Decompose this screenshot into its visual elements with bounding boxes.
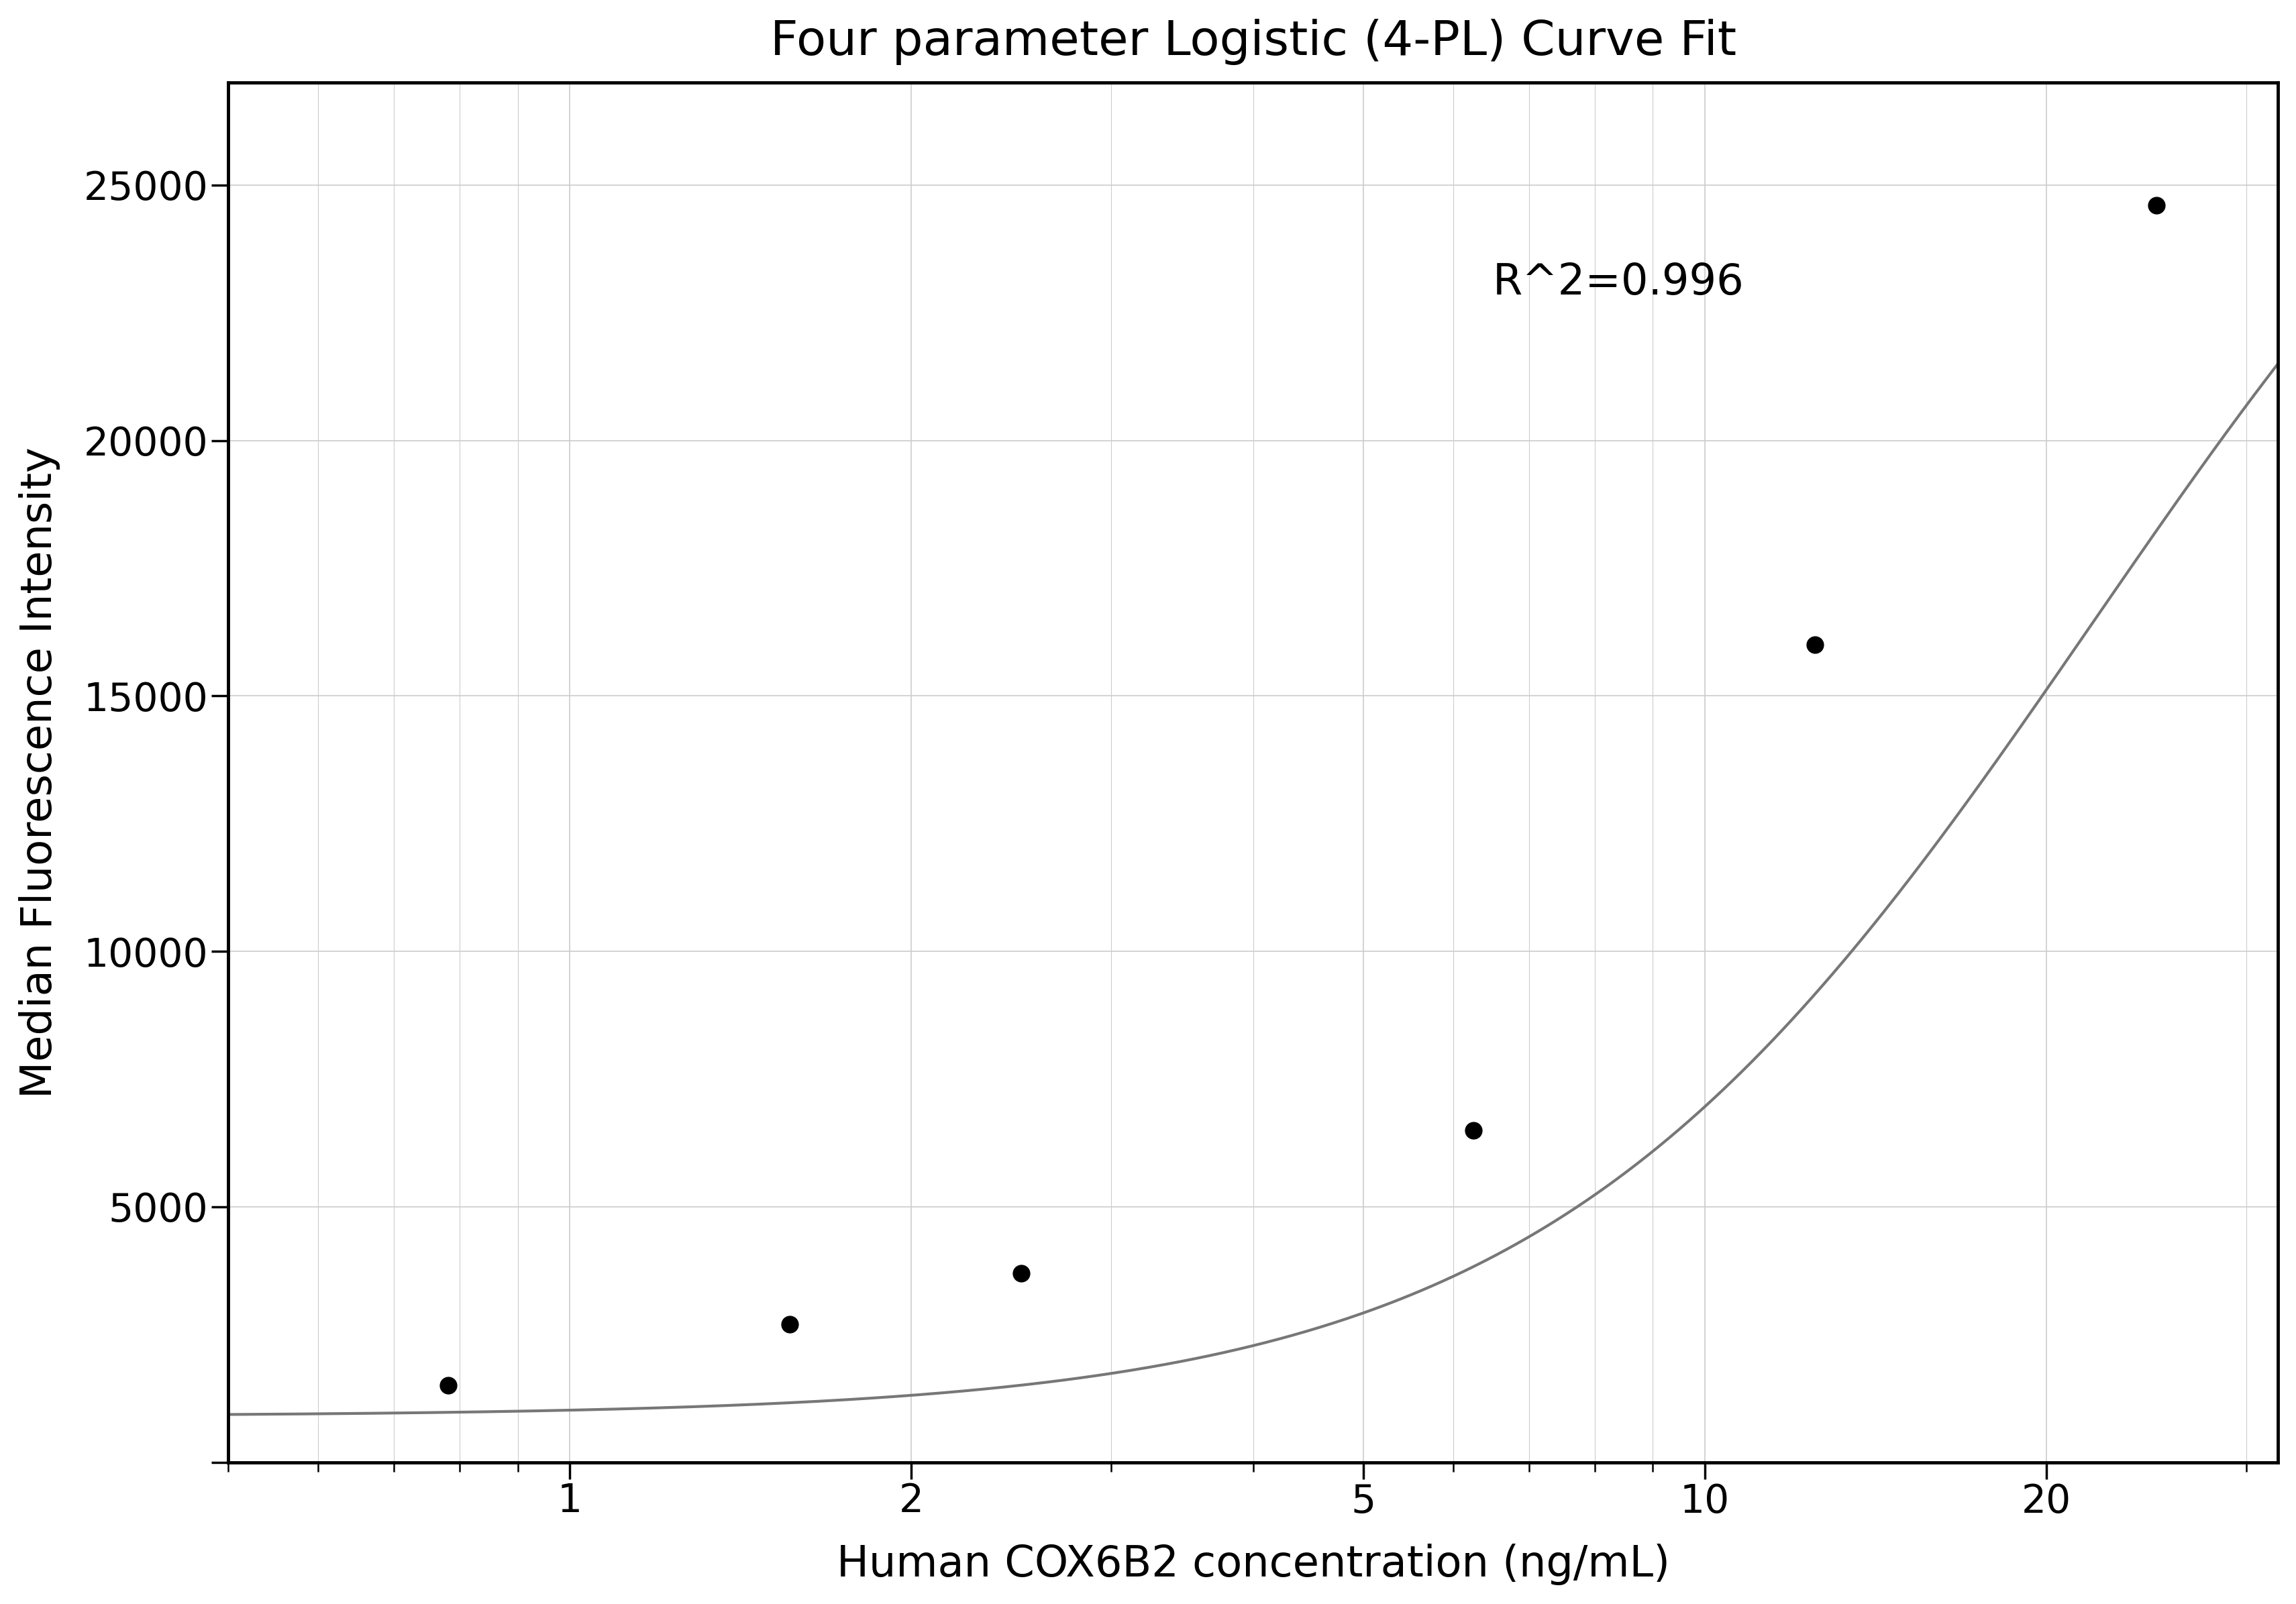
Point — [429, 1373, 466, 1399]
Title: Four parameter Logistic (4-PL) Curve Fit: Four parameter Logistic (4-PL) Curve Fit — [769, 19, 1736, 64]
Point — [1453, 1118, 1490, 1144]
Point — [2138, 192, 2174, 218]
Text: R^2=0.996: R^2=0.996 — [1492, 261, 1743, 303]
Point — [1003, 1261, 1040, 1286]
Point — [1795, 632, 1832, 658]
Point — [771, 1312, 808, 1338]
Y-axis label: Median Fluorescence Intensity: Median Fluorescence Intensity — [18, 448, 60, 1099]
X-axis label: Human COX6B2 concentration (ng/mL): Human COX6B2 concentration (ng/mL) — [836, 1543, 1669, 1585]
